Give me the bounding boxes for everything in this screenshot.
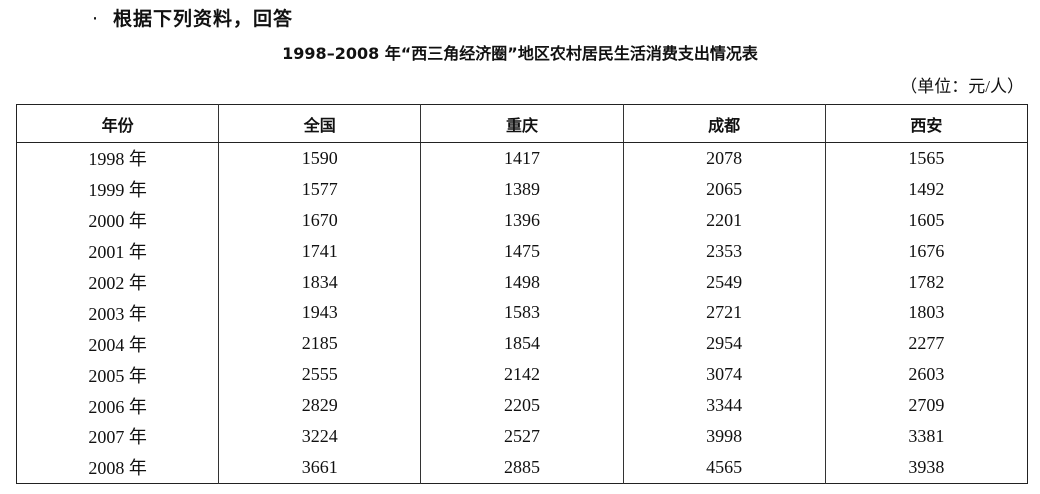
value-cell: 2603 [824,359,1028,391]
table-row: 1998 年 1590 1417 2078 1565 [17,142,1028,174]
year-cell: 2007 年 [88,427,147,448]
year-cell: 2000 年 [88,211,147,232]
value-cell: 2954 [622,328,826,360]
value-cell: 1492 [824,173,1028,205]
question-intro: · 根据下列资料，回答 [92,4,293,31]
table-unit: （单位：元/人） [900,77,1024,96]
value-cell: 1565 [824,142,1028,174]
question-intro-text: 根据下列资料，回答 [113,8,294,30]
year-cell: 2002 年 [88,273,147,293]
value-cell: 1834 [218,266,421,298]
year-cell: 2004 年 [88,334,147,355]
value-cell: 3344 [622,390,826,422]
table-row: 2005 年 2555 2142 3074 2603 [17,359,1028,391]
table-row: 2006 年 2829 2205 3344 2709 [17,390,1028,422]
year-cell: 2001 年 [88,242,147,263]
value-cell: 2065 [622,173,826,205]
value-cell: 1583 [420,297,624,329]
value-cell: 1803 [824,297,1028,329]
value-cell: 1498 [420,266,624,298]
table-row: 2008 年 3661 2885 4565 3938 [17,451,1028,484]
year-cell: 2005 年 [88,365,147,386]
value-cell: 2709 [824,390,1028,422]
column-header: 重庆 [420,104,624,143]
value-cell: 3074 [622,359,826,391]
table-row: 2000 年 1670 1396 2201 1605 [17,204,1028,236]
value-cell: 1475 [420,235,624,267]
year-cell: 1998 年 [88,149,147,170]
value-cell: 2353 [622,235,826,267]
table-row: 2002 年 1834 1498 2549 1782 [17,266,1028,298]
value-cell: 2142 [420,359,624,391]
table-row: 2004 年 2185 1854 2954 2277 [17,328,1028,360]
value-cell: 2205 [420,390,624,422]
table-caption: 1998–2008 年“西三角经济圈”地区农村居民生活消费支出情况表 [282,44,758,63]
column-header: 成都 [622,104,826,143]
table-row: 2001 年 1741 1475 2353 1676 [17,235,1028,267]
value-cell: 1577 [218,173,421,205]
value-cell: 1590 [218,142,421,174]
value-cell: 2721 [622,297,826,329]
value-cell: 2829 [218,390,421,422]
column-header: 年份 [16,104,219,143]
value-cell: 1943 [218,297,421,329]
value-cell: 1396 [420,204,624,236]
column-header: 全国 [218,104,421,143]
bullet-dot: · [92,8,100,30]
value-cell: 1605 [824,204,1028,236]
table-row: 1999 年 1577 1389 2065 1492 [17,173,1028,205]
value-cell: 1854 [420,328,624,360]
value-cell: 1417 [420,142,624,174]
value-cell: 2885 [420,451,624,484]
value-cell: 4565 [622,451,826,484]
value-cell: 2549 [622,266,826,298]
column-header: 西安 [824,104,1028,143]
value-cell: 2201 [622,204,826,236]
value-cell: 2277 [824,328,1028,360]
table-header-row: 年份 全国 重庆 成都 西安 [16,104,1028,143]
value-cell: 1670 [218,204,421,236]
value-cell: 1389 [420,173,624,205]
year-cell: 2003 年 [88,303,147,324]
value-cell: 3224 [218,421,421,452]
value-cell: 3938 [824,451,1028,484]
value-cell: 1782 [824,266,1028,298]
value-cell: 2527 [420,421,624,452]
value-cell: 3661 [218,451,421,484]
value-cell: 2078 [622,142,826,174]
year-cell: 1999 年 [88,180,147,201]
table-row: 2003 年 1943 1583 2721 1803 [17,297,1028,329]
value-cell: 2185 [218,328,421,360]
year-cell: 2006 年 [88,396,147,417]
table-row: 2007 年 3224 2527 3998 3381 [17,421,1028,452]
value-cell: 3998 [622,421,826,452]
value-cell: 1676 [824,235,1028,267]
value-cell: 1741 [218,235,421,267]
value-cell: 3381 [824,421,1028,452]
year-cell: 2008 年 [88,458,147,479]
value-cell: 2555 [218,359,421,391]
